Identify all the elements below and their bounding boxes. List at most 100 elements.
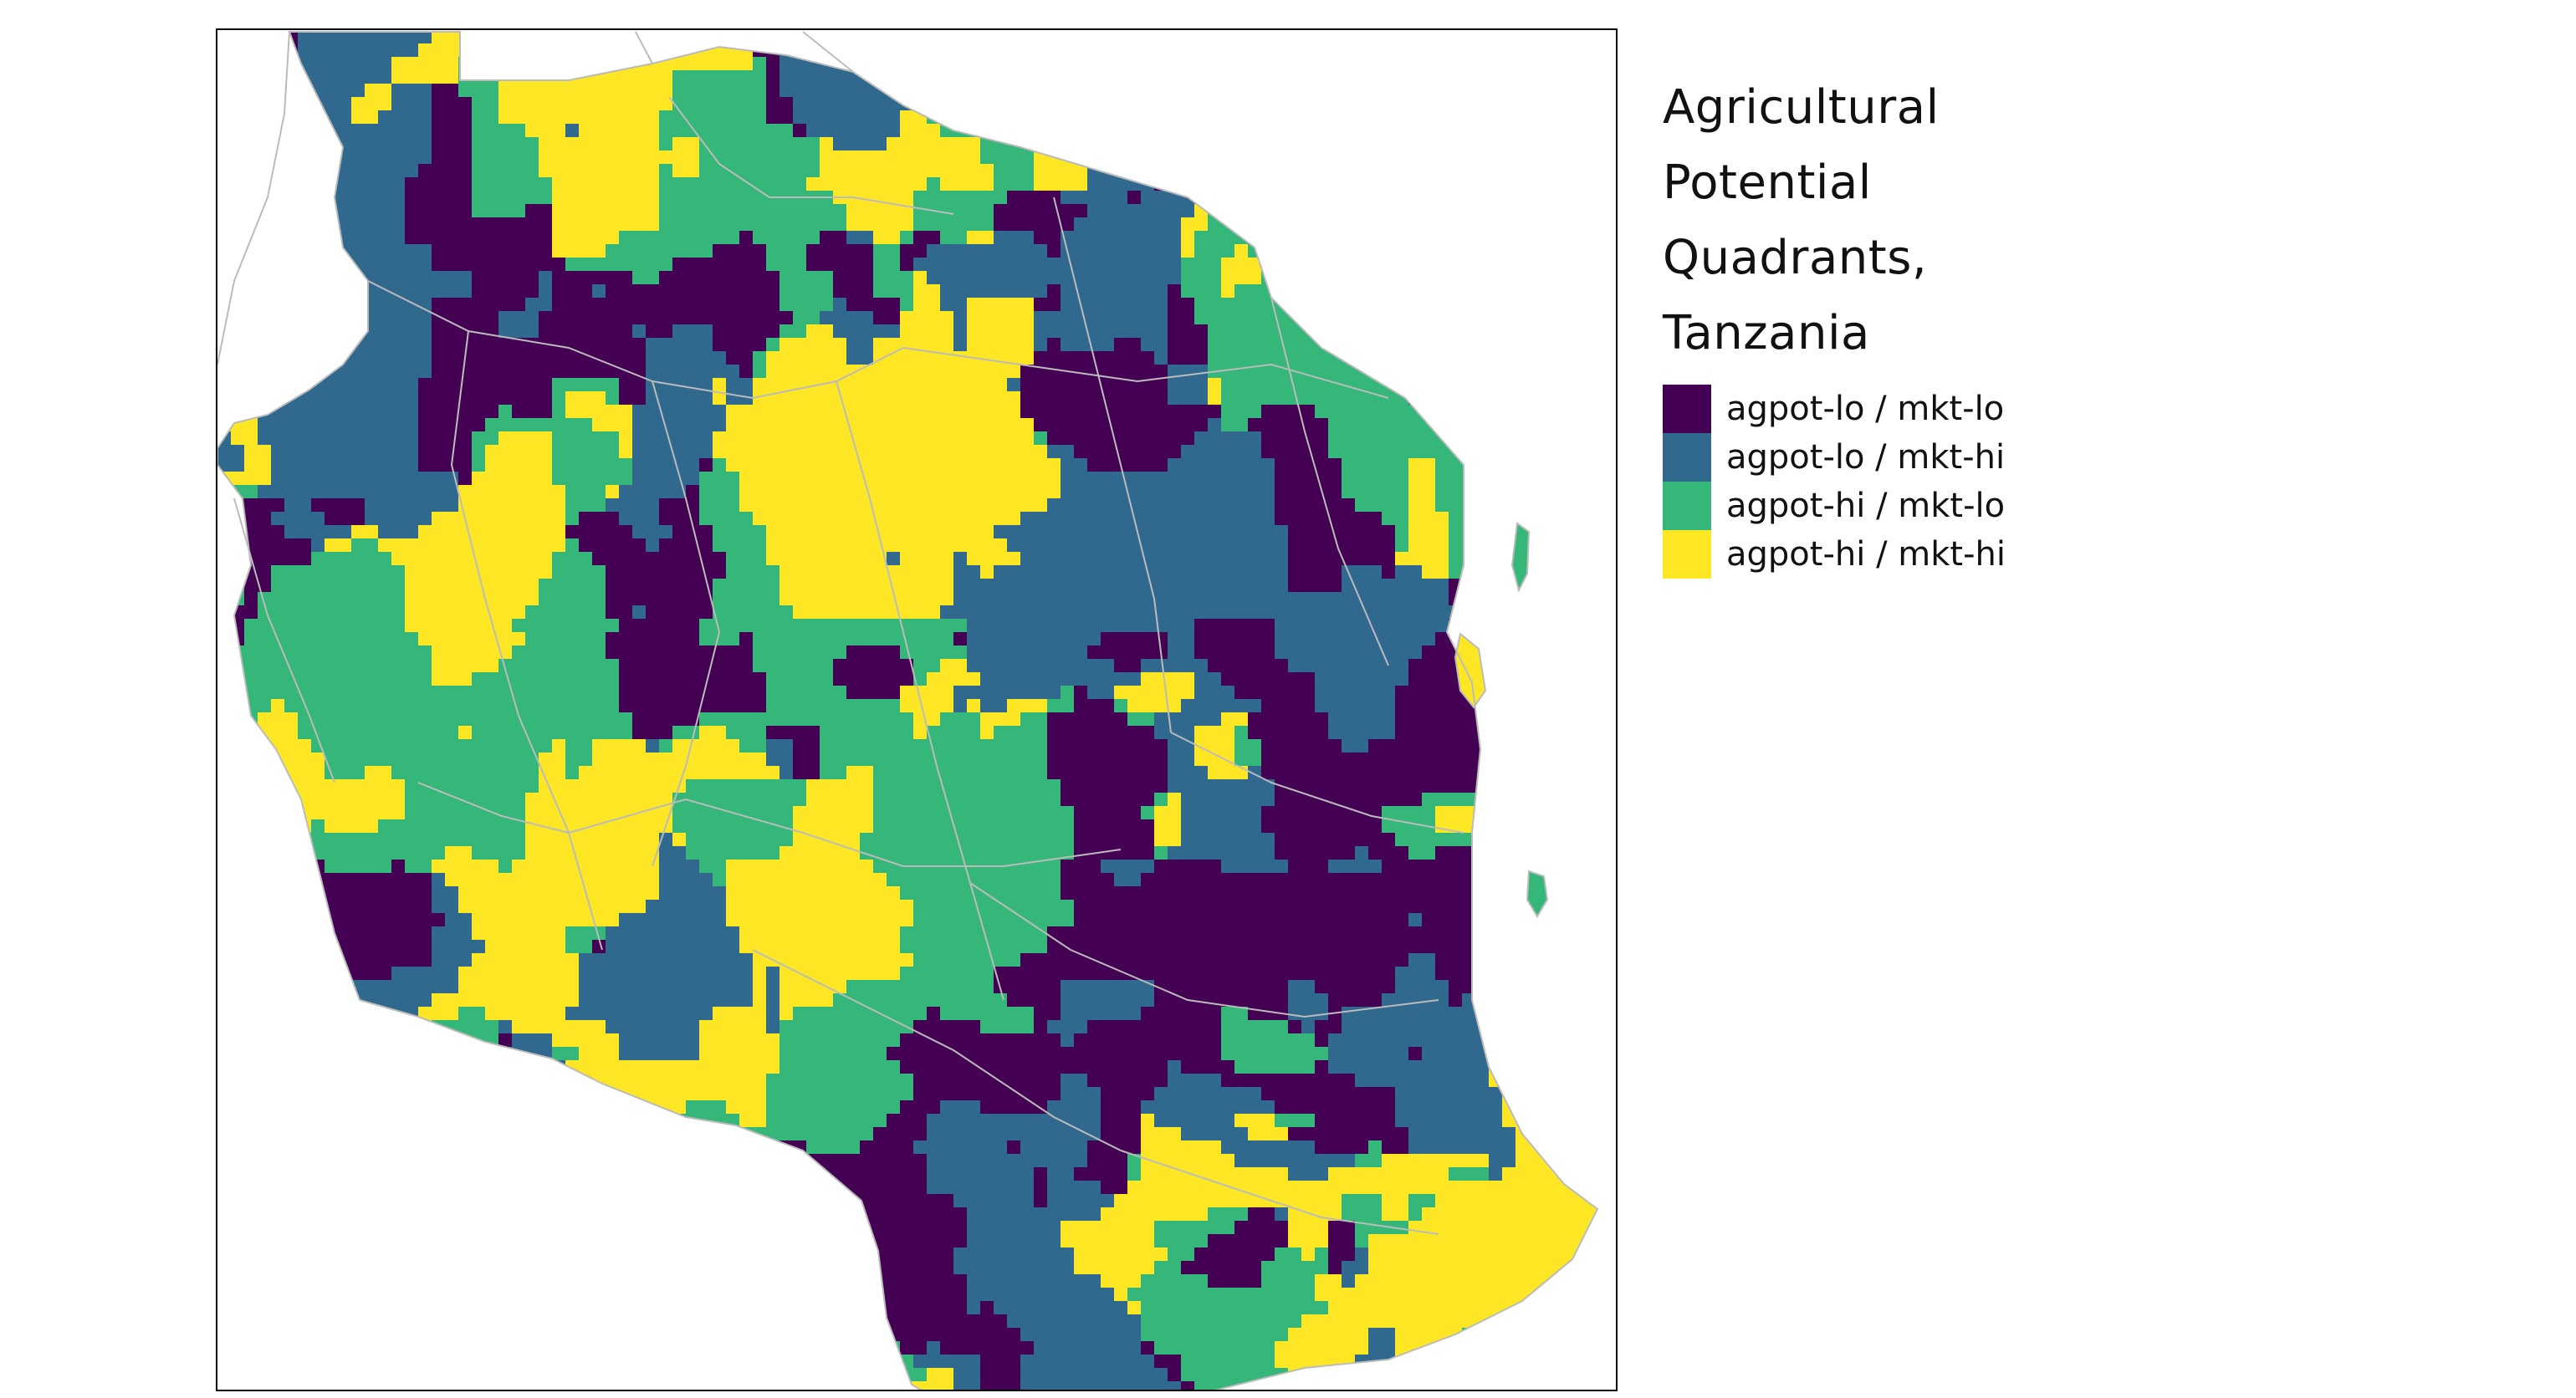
raster-cell (1301, 378, 1315, 391)
raster-cell (1355, 70, 1368, 84)
raster-cell (1061, 32, 1074, 43)
raster-cell (699, 378, 713, 391)
raster-cell (458, 431, 472, 445)
raster-cell (739, 204, 753, 217)
raster-cell (432, 579, 445, 592)
raster-cell (338, 525, 351, 538)
raster-cell (739, 565, 753, 579)
raster-cell (1382, 124, 1395, 137)
raster-cell (217, 552, 231, 565)
raster-cell (579, 204, 592, 217)
raster-cell (1502, 217, 1515, 231)
raster-cell (913, 538, 927, 552)
raster-cell (953, 391, 967, 405)
raster-cell (1034, 512, 1047, 525)
raster-cell (753, 579, 766, 592)
raster-cell (1181, 338, 1194, 351)
raster-cell (405, 70, 418, 84)
raster-cell (953, 137, 967, 151)
raster-cell (1489, 258, 1502, 271)
raster-cell (913, 632, 927, 645)
raster-cell (217, 43, 231, 57)
raster-cell (1368, 191, 1382, 204)
raster-cell (1034, 57, 1047, 70)
raster-cell (552, 97, 565, 110)
raster-cell (1061, 391, 1074, 405)
raster-cell (1609, 137, 1618, 151)
raster-cell (445, 324, 458, 338)
raster-cell (632, 512, 646, 525)
raster-cell (485, 70, 498, 84)
raster-cell (525, 458, 539, 472)
raster-cell (1114, 151, 1127, 164)
raster-cell (284, 445, 298, 458)
raster-cell (887, 110, 900, 124)
raster-cell (1074, 244, 1087, 258)
raster-cell (1435, 231, 1449, 244)
raster-cell (1248, 565, 1261, 579)
raster-cell (284, 177, 298, 191)
map-panel[interactable] (216, 28, 1618, 1391)
raster-cell (512, 57, 525, 70)
raster-cell (1529, 538, 1542, 552)
raster-cell (1395, 592, 1408, 605)
raster-cell (646, 217, 659, 231)
raster-cell (579, 258, 592, 271)
raster-cell (833, 258, 846, 271)
raster-cell (1382, 365, 1395, 378)
raster-cell (632, 244, 646, 258)
raster-cell (565, 472, 579, 485)
raster-cell (1449, 177, 1462, 191)
raster-cell (365, 525, 378, 538)
raster-cell (1342, 164, 1355, 177)
raster-cell (1101, 177, 1114, 191)
raster-cell (1475, 137, 1489, 151)
raster-cell (338, 164, 351, 177)
raster-cell (1422, 151, 1435, 164)
raster-cell (1248, 605, 1261, 619)
raster-cell (1435, 32, 1449, 43)
raster-cell (793, 659, 806, 672)
raster-cell (1395, 177, 1408, 191)
raster-cell (325, 151, 338, 164)
raster-cell (1542, 525, 1556, 538)
raster-cell (1542, 338, 1556, 351)
raster-cell (1408, 498, 1422, 512)
raster-cell (244, 124, 258, 137)
raster-cell (338, 43, 351, 57)
raster-cell (418, 538, 432, 552)
raster-cell (1020, 57, 1034, 70)
raster-cell (231, 84, 244, 97)
raster-cell (458, 110, 472, 124)
raster-cell (1208, 43, 1221, 57)
raster-cell (365, 164, 378, 177)
raster-cell (1489, 217, 1502, 231)
raster-cell (659, 472, 672, 485)
raster-cell (672, 231, 686, 244)
raster-cell (365, 97, 378, 110)
raster-cell (1114, 418, 1127, 431)
raster-cell (217, 365, 231, 378)
raster-cell (338, 632, 351, 645)
raster-cell (485, 445, 498, 458)
raster-cell (927, 32, 940, 43)
raster-cell (258, 43, 271, 57)
raster-cell (365, 418, 378, 431)
raster-cell (552, 84, 565, 97)
raster-cell (539, 57, 552, 70)
raster-cell (980, 244, 994, 258)
raster-cell (1328, 191, 1342, 204)
raster-cell (632, 110, 646, 124)
raster-cell (1168, 498, 1181, 512)
raster-cell (579, 110, 592, 124)
raster-cell (766, 311, 779, 324)
raster-cell (284, 124, 298, 137)
raster-cell (1489, 351, 1502, 365)
raster-cell (1502, 284, 1515, 298)
raster-cell (445, 298, 458, 311)
raster-cell (1556, 338, 1569, 351)
raster-cell (592, 70, 606, 84)
raster-cell (753, 458, 766, 472)
raster-cell (498, 391, 512, 405)
raster-cell (1034, 191, 1047, 204)
